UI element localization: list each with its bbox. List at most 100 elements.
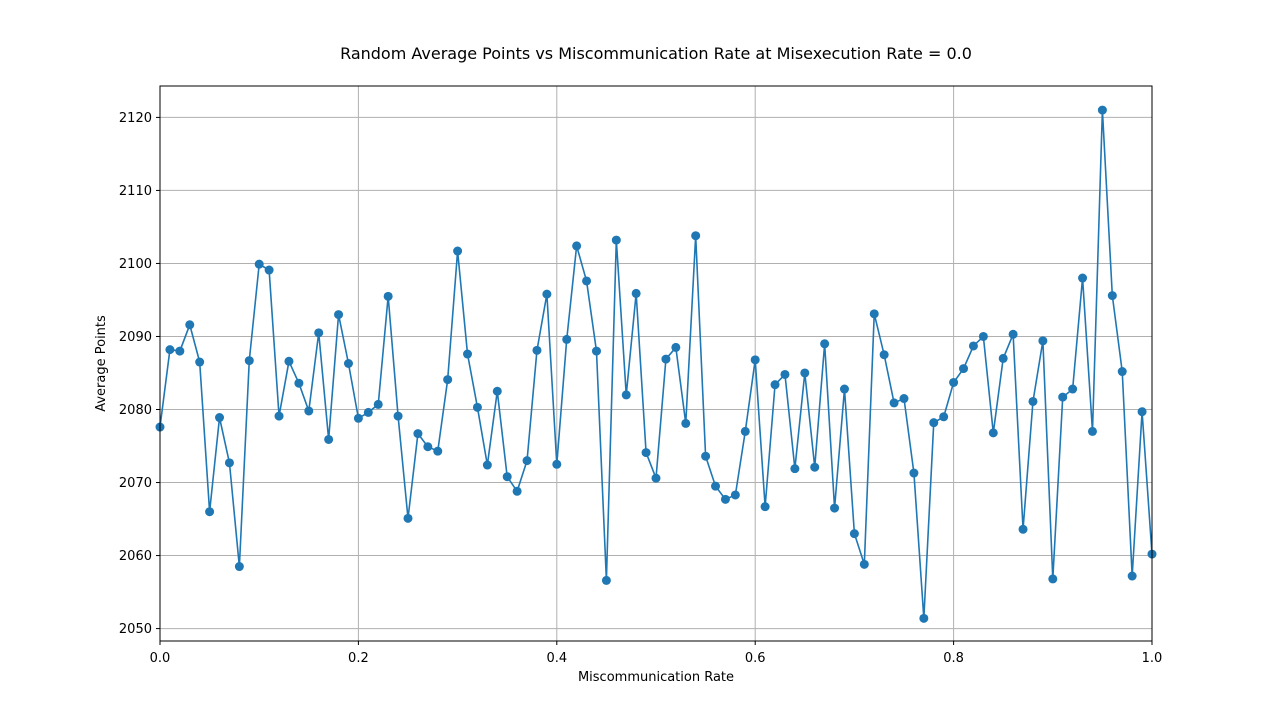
data-point xyxy=(284,356,294,366)
data-point xyxy=(542,289,552,299)
data-point xyxy=(968,341,978,351)
y-tick-label: 2050 xyxy=(119,622,152,637)
data-point xyxy=(760,502,770,512)
data-point xyxy=(1107,291,1117,301)
data-point xyxy=(254,259,264,269)
data-point xyxy=(413,429,423,439)
data-point xyxy=(949,377,959,387)
data-point xyxy=(215,413,225,423)
data-point xyxy=(780,369,790,379)
data-point xyxy=(730,490,740,500)
data-point xyxy=(1058,392,1068,402)
data-point xyxy=(274,411,284,421)
data-point xyxy=(403,513,413,523)
data-point xyxy=(1028,396,1038,406)
data-point xyxy=(572,241,582,251)
data-point xyxy=(433,446,443,456)
data-point xyxy=(711,481,721,491)
data-point xyxy=(661,354,671,364)
data-point xyxy=(790,464,800,474)
data-point xyxy=(1127,571,1137,581)
axis-ticks: 0.0 0.2 0.4 0.6 0.8 1.0 2050 2060 2070 2080 2090 21… xyxy=(119,111,1162,666)
data-point xyxy=(691,231,701,241)
x-tick-label: 0.8 xyxy=(943,651,964,666)
data-point xyxy=(879,350,889,360)
data-point xyxy=(353,413,363,423)
data-point xyxy=(1137,407,1147,417)
x-tick-label: 0.0 xyxy=(150,651,171,666)
data-point xyxy=(582,276,592,286)
data-point xyxy=(502,472,512,482)
data-point xyxy=(234,562,244,572)
data-point xyxy=(185,320,195,330)
data-point xyxy=(820,339,830,349)
x-tick-label: 1.0 xyxy=(1142,651,1163,666)
data-point xyxy=(909,468,919,478)
data-point xyxy=(463,349,473,359)
y-tick-label: 2080 xyxy=(119,403,152,418)
data-point xyxy=(472,402,482,412)
data-point xyxy=(443,375,453,385)
data-point xyxy=(482,460,492,470)
data-point xyxy=(859,559,869,569)
data-point xyxy=(1117,367,1127,377)
series-line xyxy=(159,110,1153,619)
data-point xyxy=(512,486,522,496)
chart-title: Random Average Points vs Miscommunicatio… xyxy=(340,44,972,63)
data-point xyxy=(562,334,572,344)
data-point xyxy=(532,345,542,355)
plot-frame xyxy=(159,85,1153,642)
data-point xyxy=(959,364,969,374)
data-point xyxy=(929,418,939,428)
data-point xyxy=(294,378,304,388)
data-point xyxy=(522,456,532,466)
data-point xyxy=(363,407,373,417)
data-point xyxy=(334,310,344,320)
x-tick-label: 0.4 xyxy=(546,651,567,666)
data-point xyxy=(304,406,314,416)
data-point xyxy=(552,459,562,469)
data-point xyxy=(641,448,651,458)
data-point xyxy=(849,529,859,539)
series-layer xyxy=(155,105,1157,623)
data-point xyxy=(1048,574,1058,584)
data-point xyxy=(998,353,1008,363)
data-point xyxy=(423,442,433,452)
x-tick-label: 0.2 xyxy=(348,651,369,666)
y-axis-label: Average Points xyxy=(94,315,109,412)
data-point xyxy=(1038,336,1048,346)
y-tick-label: 2070 xyxy=(119,476,152,491)
data-point xyxy=(810,462,820,472)
data-point xyxy=(800,368,810,378)
data-point xyxy=(869,309,879,319)
data-point xyxy=(1078,273,1088,283)
data-point xyxy=(205,507,215,517)
data-point xyxy=(621,390,631,400)
data-point xyxy=(373,399,383,409)
data-point xyxy=(591,346,601,356)
data-point xyxy=(830,503,840,513)
data-point xyxy=(244,356,254,366)
data-point xyxy=(1087,426,1097,436)
x-axis-label: Miscommunication Rate xyxy=(578,670,734,685)
data-point xyxy=(1008,329,1018,339)
data-point xyxy=(393,411,403,421)
data-point xyxy=(264,265,274,275)
data-point xyxy=(899,394,909,404)
data-point xyxy=(839,384,849,394)
data-point xyxy=(740,426,750,436)
data-point xyxy=(701,451,711,461)
data-point xyxy=(750,355,760,365)
data-point xyxy=(939,412,949,422)
data-point xyxy=(343,359,353,368)
data-point xyxy=(175,346,185,356)
data-point xyxy=(1018,524,1028,534)
data-point xyxy=(919,613,929,623)
y-tick-label: 2090 xyxy=(119,330,152,345)
data-point xyxy=(224,458,234,468)
data-point xyxy=(165,345,175,355)
data-point xyxy=(770,380,780,390)
x-tick-label: 0.6 xyxy=(745,651,766,666)
y-tick-label: 2110 xyxy=(119,184,152,199)
